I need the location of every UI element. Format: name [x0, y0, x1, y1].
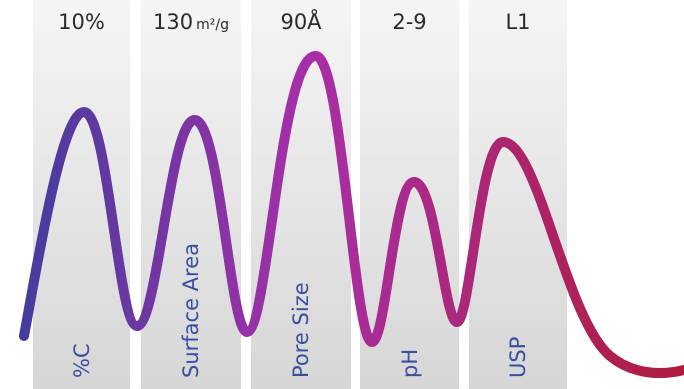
usp-value: L1 [469, 10, 567, 34]
carbon-load-value-text: 10% [58, 10, 105, 34]
surface-area-value: 130 m²/g [141, 10, 241, 34]
pore-size-value-text: 90Å [280, 10, 322, 34]
carbon-load-value: 10% [33, 10, 130, 34]
spec-column-surface-area: 130 m²/g Surface Area [141, 0, 241, 389]
ph-value-text: 2-9 [392, 10, 427, 34]
ph-value: 2-9 [360, 10, 459, 34]
usp-value-text: L1 [505, 10, 531, 34]
pore-size-value: 90Å [251, 10, 351, 34]
surface-area-unit: m²/g [196, 17, 229, 33]
wave-line [19, 51, 684, 379]
surface-area-value-text: 130 [153, 10, 194, 34]
